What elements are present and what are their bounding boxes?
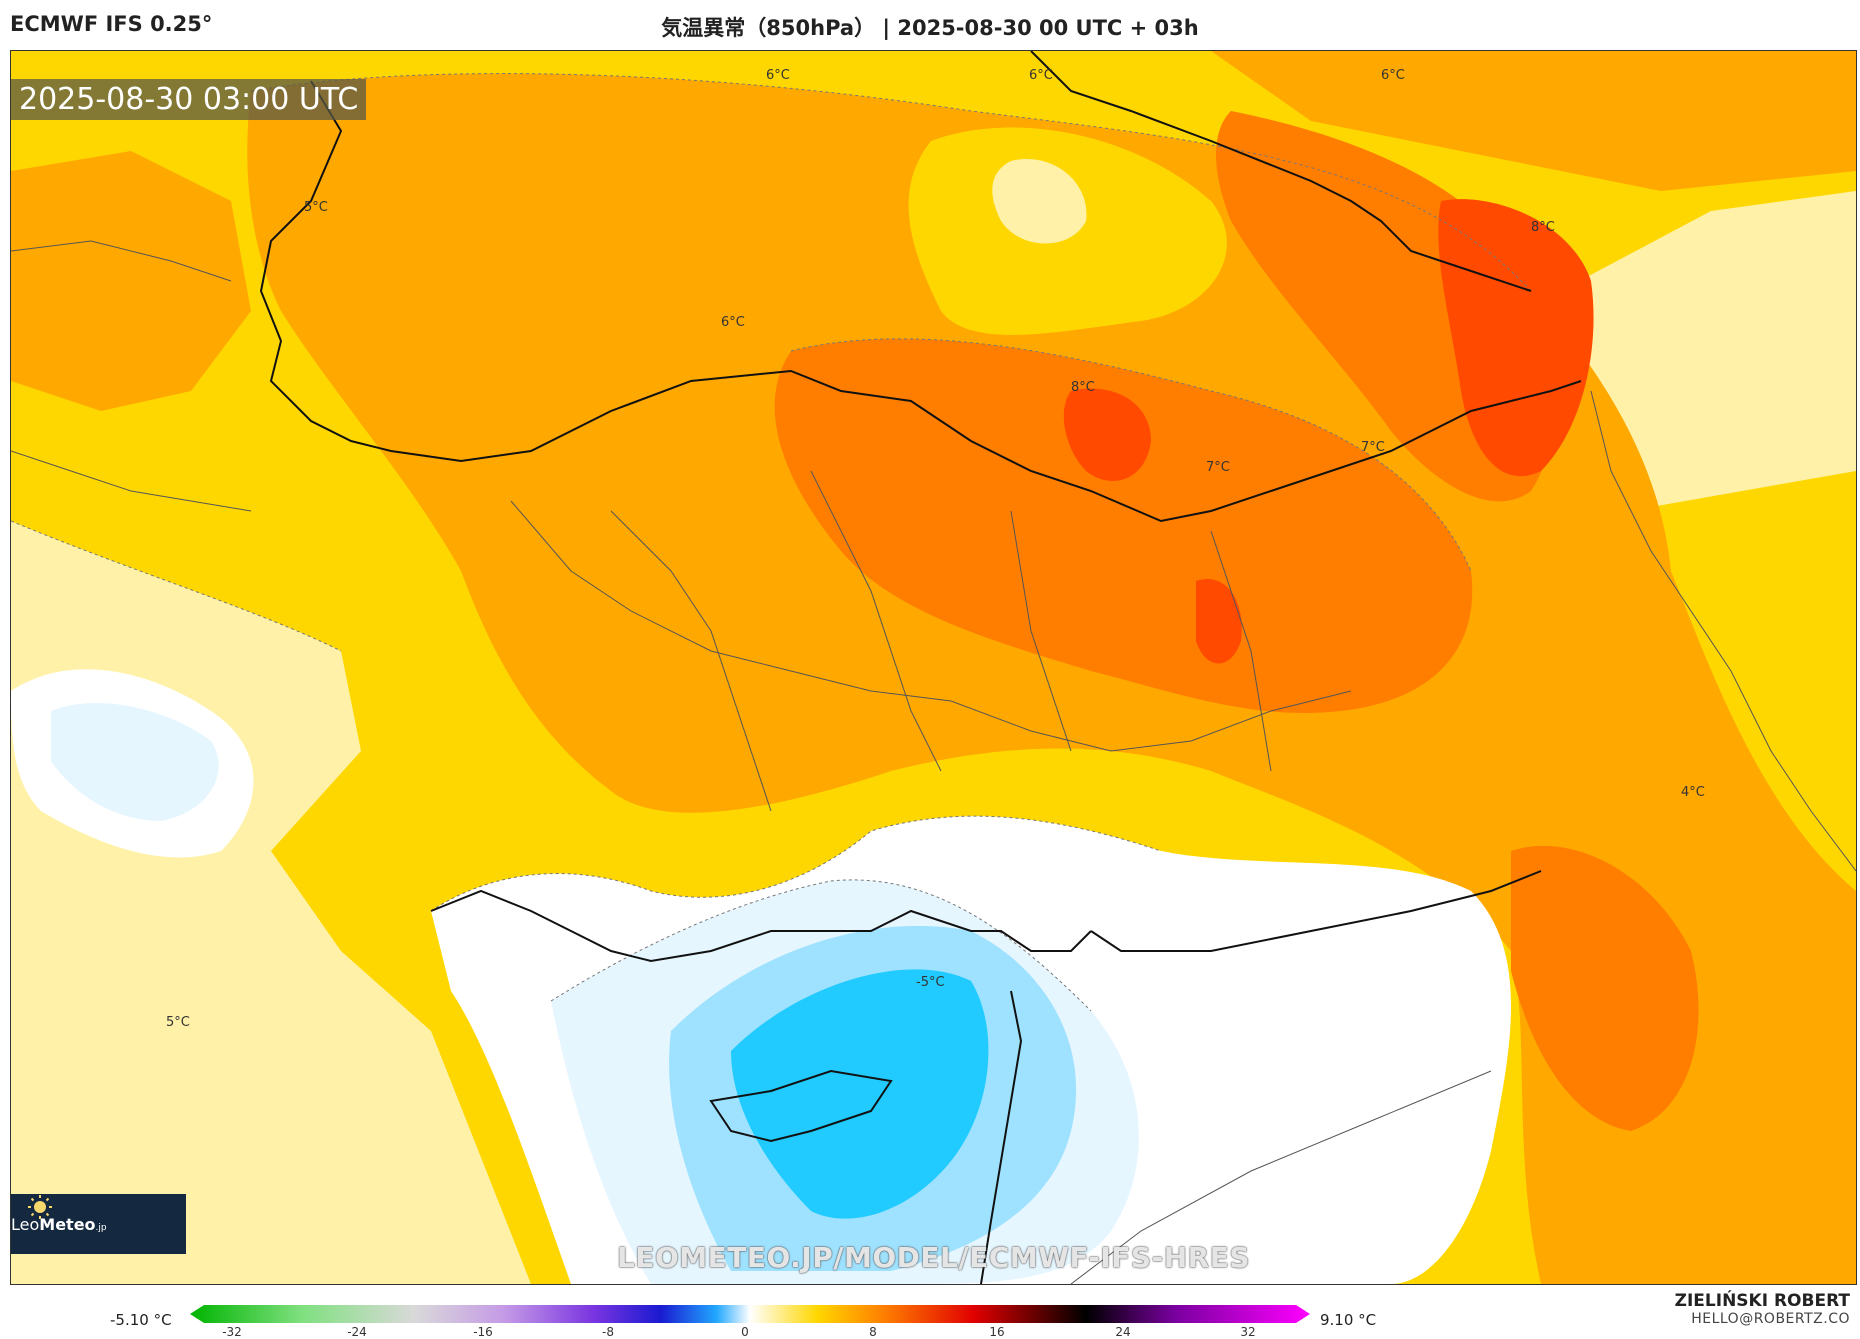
contour-lines [11,73,1532,1012]
colorbar-tick: -16 [473,1325,493,1339]
contour-label: 4°C [1681,785,1705,800]
model-label: ECMWF IFS 0.25° [10,12,213,36]
map-panel[interactable]: 6°C 6°C 6°C 5°C 6°C 8°C 8°C 7°C 7°C 4°C … [10,50,1857,1285]
field-red-east [1196,579,1242,664]
contour-label: 5°C [304,200,328,215]
leometeo-logo[interactable]: LeoMeteo.jp [11,1194,186,1254]
colorbar-ticks: -32 -24 -16 -8 0 8 16 24 32 [195,1325,1295,1339]
contour-label: 7°C [1361,440,1385,455]
field-red-ne [1438,199,1594,477]
field-light-north [992,159,1087,244]
colorbar-max-label: 9.10 °C [1320,1311,1377,1329]
author-name: ZIELIŃSKI ROBERT [1674,1291,1850,1311]
colorbar-min-label: -5.10 °C [110,1311,172,1329]
contour-labels: 6°C 6°C 6°C 5°C 6°C 8°C 8°C 7°C 7°C 4°C … [166,68,1705,1030]
colorbar-tick: 24 [1115,1325,1131,1339]
colorbar-tick: -8 [602,1325,614,1339]
colorbar-tick: -32 [222,1325,242,1339]
temperature-anomaly-map: 6°C 6°C 6°C 5°C 6°C 8°C 8°C 7°C 7°C 4°C … [11,51,1856,1284]
colorbar-tick: 0 [741,1325,749,1339]
contour-label: 8°C [1531,220,1555,235]
contour-label: 6°C [1029,68,1053,83]
valid-time-badge: 2025-08-30 03:00 UTC [11,79,367,120]
colorbar-tick: 8 [869,1325,877,1339]
chart-title: 気温異常（850hPa） | 2025-08-30 00 UTC + 03h [661,16,1199,40]
admin-borders [11,240,1856,1284]
field-deep-orange [774,338,1473,713]
author-email[interactable]: HELLO@ROBERTZ.CO [1691,1311,1850,1327]
logo-text: LeoMeteo.jp [11,1215,107,1234]
contour-label: 5°C [166,1015,190,1030]
logo-text-c: .jp [95,1222,107,1233]
field-cold-light-aegean [51,702,219,821]
contour-label: 6°C [766,68,790,83]
contour-label: 8°C [1071,380,1095,395]
colorbar-tick: 16 [989,1325,1005,1339]
coastlines [259,51,1582,1284]
logo-text-a: Leo [11,1214,40,1234]
field-orange-north [1211,51,1856,191]
contour-label: 6°C [1381,68,1405,83]
field-orange-west [11,151,251,411]
sun-icon [28,1195,52,1219]
contour-label: 7°C [1206,460,1230,475]
contour-label: -5°C [916,975,945,990]
colorbar [190,1305,1310,1323]
colorbar-gradient [190,1305,1310,1323]
footer: -5.10 °C -32 -24 [0,1283,1860,1339]
author-credit: ZIELIŃSKI ROBERT HELLO@ROBERTZ.CO [1675,1291,1850,1327]
contour-label: 6°C [721,315,745,330]
field-cold-deep [731,969,989,1219]
source-watermark: LEOMETEO.JP/MODEL/ECMWF-IFS-HRES [616,1241,1250,1274]
field-deep-orange-se [1511,845,1699,1131]
colorbar-tick: -24 [347,1325,367,1339]
field-red-center [1063,388,1151,481]
logo-text-b: Meteo [39,1214,96,1234]
colorbar-tick: 32 [1240,1325,1256,1339]
